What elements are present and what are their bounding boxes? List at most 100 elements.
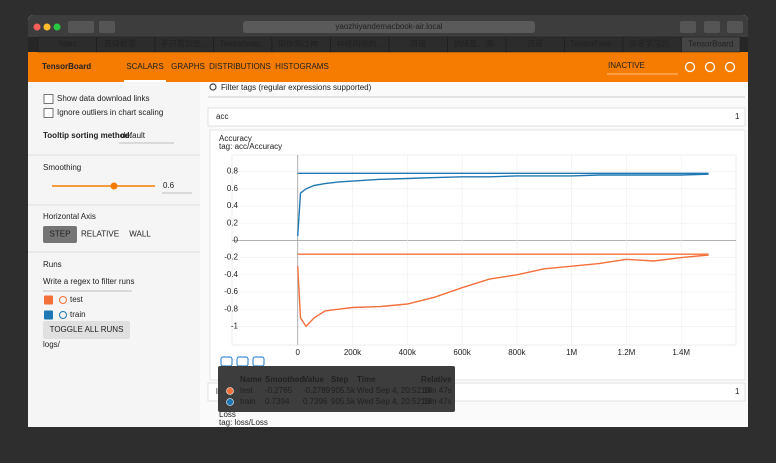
tooltip: [218, 366, 455, 412]
group-count: 1: [735, 387, 740, 396]
runs-filter[interactable]: Write a regex to filter runs: [43, 277, 134, 286]
group-count: 1: [735, 112, 740, 121]
checkbox[interactable]: [43, 94, 54, 104]
y-tick-label: 0.2: [227, 218, 239, 227]
group-header[interactable]: [207, 107, 746, 127]
close-button[interactable]: [33, 23, 41, 31]
chart-subtitle: tag: loss/Loss: [219, 418, 268, 427]
tooltip-header: Smoothed: [265, 375, 304, 384]
run-color: [59, 296, 67, 304]
download-button[interactable]: [680, 21, 696, 33]
tabs-button[interactable]: [727, 21, 743, 33]
run-label[interactable]: test: [70, 295, 84, 304]
tab-label[interactable]: 高级检索 -...: [104, 39, 148, 49]
smoothing-value[interactable]: 0.6: [163, 181, 175, 190]
y-tick-label: 0.6: [227, 184, 239, 193]
tooltip-header: Value: [303, 375, 324, 384]
search-icon: [209, 83, 217, 91]
axis-option[interactable]: STEP: [50, 230, 71, 239]
chart-title: Loss: [219, 410, 236, 419]
tab[interactable]: [681, 36, 741, 53]
tooltip-header: Step: [331, 375, 348, 384]
tooltip-cell: Wed Sep 4, 20:52:18: [357, 386, 433, 395]
zoom-button[interactable]: [53, 23, 61, 31]
url: yaozhiyandemacbook-air.local: [335, 22, 442, 31]
y-tick-label: -0.2: [224, 253, 238, 262]
y-tick-label: 0.8: [227, 167, 239, 176]
filter-input[interactable]: Filter tags (regular expressions support…: [221, 83, 372, 92]
tooltip-cell: 0.7396: [303, 397, 328, 406]
tooltip-header: Name: [240, 375, 262, 384]
tooltip-cell: Wed Sep 4, 20:52:18: [357, 397, 433, 406]
tab-label[interactable]: 訓練集、測...: [453, 39, 500, 49]
runs-label: Runs: [43, 260, 62, 269]
sidebar-button[interactable]: [99, 21, 115, 33]
plot-area: [231, 154, 737, 346]
tab-label[interactable]: 深度学习的...: [629, 39, 676, 49]
tab-label[interactable]: 手只有到是...: [161, 39, 208, 49]
x-tick-label: 1.2M: [618, 348, 636, 357]
x-tick-label: 1M: [566, 348, 577, 357]
toggle-button-label[interactable]: TOGGLE ALL RUNS: [50, 325, 124, 334]
tooltip-cell: 0.7394: [265, 397, 290, 406]
sorting-dropdown[interactable]: default: [121, 131, 146, 140]
tab-label[interactable]: Tensorboar...: [220, 40, 266, 49]
run-checkbox[interactable]: [44, 310, 53, 320]
axis-label: Horizontal Axis: [43, 212, 96, 221]
tab-label[interactable]: Start: [59, 40, 77, 49]
tooltip-cell: 18m 47s: [421, 386, 452, 395]
x-tick-label: 0: [296, 348, 301, 357]
sidebar: [28, 82, 200, 427]
nav-tab[interactable]: SCALARS: [126, 62, 163, 71]
tooltip-cell: test: [240, 386, 254, 395]
axis-option[interactable]: RELATIVE: [81, 230, 119, 239]
tab-label[interactable]: TensorFlow...: [570, 40, 617, 49]
tooltip-cell: -0.2789: [303, 386, 331, 395]
minimize-button[interactable]: [43, 23, 51, 31]
reload-button[interactable]: [684, 61, 696, 73]
checkbox-label[interactable]: Show data download links: [57, 94, 150, 103]
axis-option[interactable]: WALL: [129, 230, 151, 239]
tab-label[interactable]: 百度: [410, 39, 426, 49]
tab-label[interactable]: 神经网络的...: [336, 39, 383, 49]
group-name[interactable]: acc: [216, 112, 228, 121]
address-bar[interactable]: [243, 21, 535, 33]
nav-tab[interactable]: HISTOGRAMS: [275, 62, 329, 71]
checkbox-label[interactable]: Ignore outliers in chart scaling: [57, 108, 163, 117]
y-tick-label: 0.4: [227, 201, 239, 210]
checkbox[interactable]: [43, 108, 54, 118]
tooltip-cell: 18m 47s: [421, 397, 452, 406]
y-tick-label: -0.8: [224, 304, 238, 313]
tooltip-header: Time: [357, 375, 376, 384]
toggle-button[interactable]: [43, 321, 130, 339]
tab-label[interactable]: TensorBoard: [688, 40, 733, 49]
status-dropdown[interactable]: INACTIVE: [608, 61, 645, 70]
toolbar-bottom: [28, 30, 748, 37]
nav-tab[interactable]: GRAPHS: [171, 62, 205, 71]
tab-label[interactable]: 百度: [527, 39, 543, 49]
run-label[interactable]: train: [70, 310, 86, 319]
slider-knob[interactable]: [110, 182, 118, 190]
tooltip-cell: train: [240, 397, 256, 406]
x-tick-label: 600k: [453, 348, 471, 357]
settings-button[interactable]: [704, 61, 716, 73]
tooltip-cell: 905.5k: [331, 397, 356, 406]
logdir: logs/: [43, 340, 61, 349]
tooltip-run-color: [226, 387, 234, 395]
axis-button-active[interactable]: [43, 226, 77, 243]
tooltip-header: Relative: [421, 375, 452, 384]
nav-active-indicator: [124, 80, 166, 82]
share-button[interactable]: [704, 21, 720, 33]
y-tick-label: -0.4: [224, 270, 238, 279]
chart-title: Accuracy: [219, 134, 252, 143]
help-button[interactable]: [724, 61, 736, 73]
sorting-label: Tooltip sorting method:: [43, 131, 132, 140]
tab-label[interactable]: 带你测过神...: [278, 39, 325, 49]
run-checkbox[interactable]: [44, 295, 53, 305]
nav-tab[interactable]: DISTRIBUTIONS: [209, 62, 271, 71]
tooltip-cell: -0.2765: [265, 386, 293, 395]
nav-buttons[interactable]: [68, 21, 94, 33]
series-line: [297, 173, 709, 237]
tooltip-cell: 905.5k: [331, 386, 356, 395]
